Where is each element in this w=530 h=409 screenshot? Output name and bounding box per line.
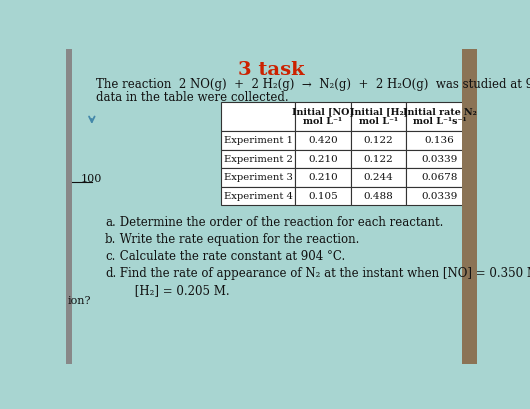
Text: The reaction  2 NO(g)  +  2 H₂(g)  →  N₂(g)  +  2 H₂O(g)  was studied at 90: The reaction 2 NO(g) + 2 H₂(g) → N₂(g) +… (96, 78, 530, 90)
Bar (295, 131, 351, 150)
Bar (295, 187, 351, 205)
Text: 0.122: 0.122 (364, 136, 393, 145)
Text: 0.210: 0.210 (308, 173, 338, 182)
Text: 0.122: 0.122 (364, 155, 393, 164)
Text: 0.0678: 0.0678 (421, 173, 457, 182)
Bar (295, 150, 351, 169)
Text: 0.0339: 0.0339 (421, 155, 457, 164)
Bar (462, 49, 477, 364)
Text: 100: 100 (80, 174, 102, 184)
Bar (221, 187, 295, 205)
Text: 0.0339: 0.0339 (421, 192, 457, 201)
Bar (407, 187, 472, 205)
Text: ion?: ion? (68, 296, 91, 306)
Bar (221, 102, 295, 131)
Text: mol L⁻¹: mol L⁻¹ (359, 117, 398, 126)
Text: [H₂] = 0.205 M.: [H₂] = 0.205 M. (116, 284, 229, 297)
Text: a.: a. (105, 216, 116, 229)
Bar (407, 102, 472, 131)
Text: d.: d. (105, 267, 116, 280)
Bar (221, 169, 295, 187)
Bar (407, 169, 472, 187)
Text: Find the rate of appearance of N₂ at the instant when [NO] = 0.350 M an: Find the rate of appearance of N₂ at the… (116, 267, 530, 280)
Text: c.: c. (105, 250, 116, 263)
Bar (66, 49, 73, 364)
Text: Initial [NO]: Initial [NO] (292, 108, 354, 117)
Text: 0.105: 0.105 (308, 192, 338, 201)
Text: Experiment 2: Experiment 2 (224, 155, 293, 164)
Text: Calculate the rate constant at 904 °C.: Calculate the rate constant at 904 °C. (116, 250, 345, 263)
Bar (295, 102, 351, 131)
Bar (407, 131, 472, 150)
Text: mol L⁻¹s⁻¹: mol L⁻¹s⁻¹ (412, 117, 466, 126)
Text: Experiment 1: Experiment 1 (224, 136, 293, 145)
Bar (351, 187, 407, 205)
Bar (295, 169, 351, 187)
Bar (221, 150, 295, 169)
Bar (351, 102, 407, 131)
Text: mol L⁻¹: mol L⁻¹ (303, 117, 342, 126)
Text: Experiment 3: Experiment 3 (224, 173, 293, 182)
Text: 0.420: 0.420 (308, 136, 338, 145)
Text: 3 task: 3 task (238, 61, 305, 79)
Text: 0.488: 0.488 (364, 192, 393, 201)
Text: Write the rate equation for the reaction.: Write the rate equation for the reaction… (116, 233, 359, 246)
Text: Initial rate N₂: Initial rate N₂ (403, 108, 476, 117)
Text: data in the table were collected.: data in the table were collected. (96, 91, 288, 103)
Bar (351, 169, 407, 187)
Bar (407, 150, 472, 169)
Text: 0.244: 0.244 (364, 173, 393, 182)
Text: Determine the order of the reaction for each reactant.: Determine the order of the reaction for … (116, 216, 443, 229)
Text: Initial [H₂]: Initial [H₂] (349, 108, 408, 117)
Text: 0.136: 0.136 (425, 136, 454, 145)
Bar (351, 131, 407, 150)
Text: Experiment 4: Experiment 4 (224, 192, 293, 201)
Bar (351, 150, 407, 169)
Text: 0.210: 0.210 (308, 155, 338, 164)
Text: b.: b. (105, 233, 117, 246)
Bar (221, 131, 295, 150)
